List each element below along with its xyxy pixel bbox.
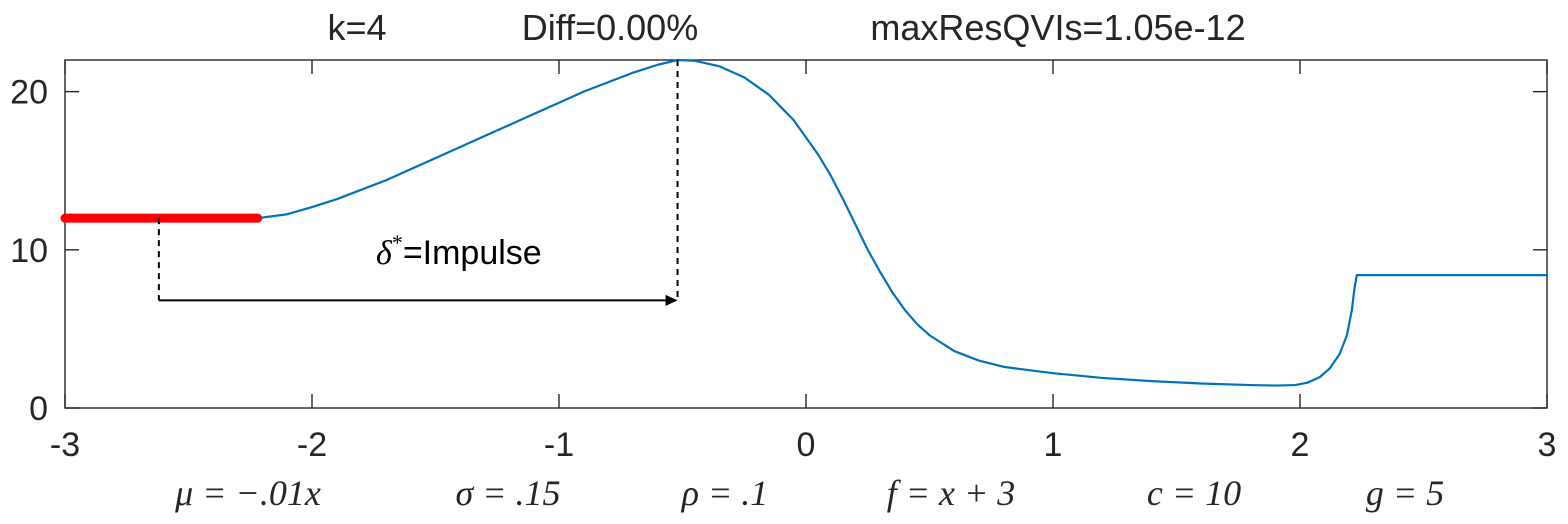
impulse-text: =Impulse [403, 234, 542, 272]
axes-frame [64, 59, 1548, 409]
x-tick-label: -3 [50, 426, 80, 464]
x-tick-label: -2 [297, 426, 327, 464]
x-tick-label: 1 [1044, 426, 1063, 464]
x-axis-ticks: -3 -2 -1 0 1 2 3 [50, 60, 1557, 464]
param-c: c = 10 [1147, 473, 1241, 513]
chart-title: k=4 Diff=0.00% maxResQVIs=1.05e-12 [327, 7, 1245, 48]
y-tick-label: 0 [29, 390, 48, 428]
impulse-label: δ*=Impulse [376, 230, 542, 272]
arrow-head [665, 294, 678, 306]
title-diff: Diff=0.00% [522, 7, 698, 48]
x-tick-label: -1 [544, 426, 574, 464]
param-sigma: σ = .15 [455, 473, 560, 513]
series-layer [60, 58, 1549, 387]
value-function-line [63, 58, 1549, 387]
y-tick-label: 20 [10, 74, 48, 112]
title-k: k=4 [327, 7, 386, 48]
star-superscript: * [392, 230, 403, 255]
param-mu: μ = −.01x [174, 473, 321, 513]
y-axis-ticks: 0 10 20 [10, 74, 1547, 428]
x-tick-label: 3 [1538, 426, 1557, 464]
param-g: g = 5 [1366, 473, 1444, 513]
x-tick-label: 2 [1291, 426, 1310, 464]
delta-symbol: δ [376, 235, 393, 272]
param-f: f = x + 3 [887, 473, 1016, 513]
impulse-annotation: δ*=Impulse [157, 60, 679, 306]
parameter-labels: μ = −.01x σ = .15 ρ = .1 f = x + 3 c = 1… [174, 473, 1444, 513]
y-tick-label: 10 [10, 232, 48, 270]
x-tick-label: 0 [797, 426, 816, 464]
title-maxres: maxResQVIs=1.05e-12 [870, 7, 1245, 48]
param-rho: ρ = .1 [681, 473, 769, 513]
